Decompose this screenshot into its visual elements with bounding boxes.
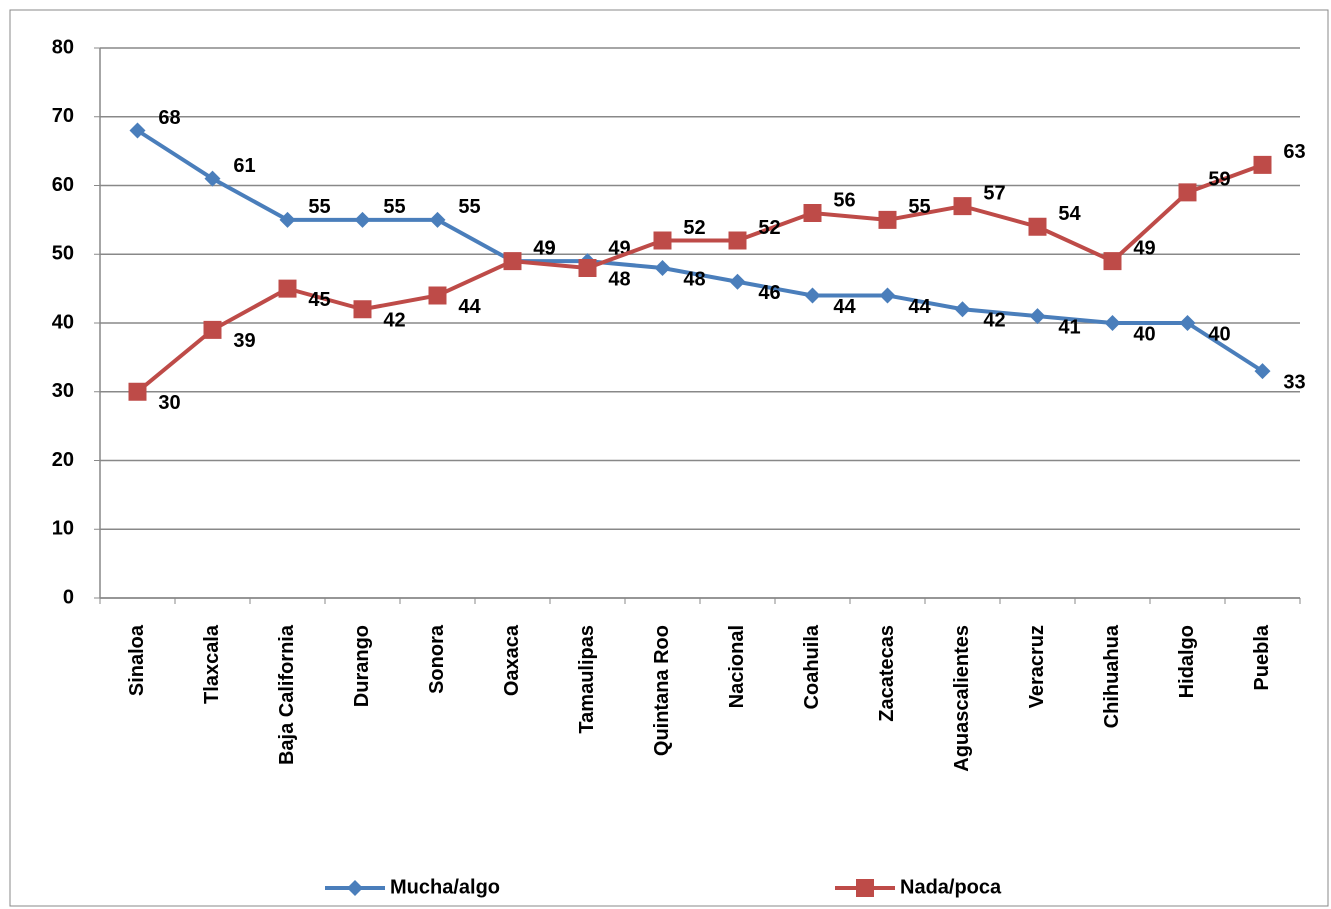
marker: [278, 279, 297, 298]
data-label: 49: [533, 237, 555, 259]
marker: [653, 231, 672, 250]
marker: [729, 273, 746, 290]
marker: [856, 879, 874, 897]
marker: [347, 880, 363, 896]
y-tick-label: 30: [52, 380, 74, 402]
data-label: 49: [1133, 237, 1155, 259]
marker: [503, 252, 522, 271]
x-tick-label: Sonora: [426, 624, 448, 694]
x-tick-label: Oaxaca: [501, 624, 523, 696]
marker: [353, 300, 372, 319]
x-tick-label: Zacatecas: [876, 625, 898, 722]
marker: [954, 301, 971, 318]
y-tick-label: 10: [52, 518, 74, 540]
data-label: 46: [758, 282, 780, 304]
legend-label: Mucha/algo: [390, 876, 500, 898]
data-label: 40: [1208, 323, 1230, 345]
marker: [428, 286, 447, 305]
data-label: 68: [158, 107, 180, 129]
marker: [1028, 217, 1047, 236]
series-line: [136, 128, 1264, 373]
data-label: 63: [1283, 141, 1305, 163]
marker: [1253, 155, 1272, 174]
data-label: 61: [233, 155, 255, 177]
x-tick-label: Aguascalientes: [951, 625, 973, 772]
marker: [728, 231, 747, 250]
y-tick-label: 70: [52, 105, 74, 127]
legend-label: Nada/poca: [900, 876, 1002, 898]
marker: [1029, 308, 1046, 325]
data-label: 42: [383, 310, 405, 332]
marker: [804, 287, 821, 304]
x-tick-label: Hidalgo: [1176, 625, 1198, 698]
data-label: 40: [1133, 323, 1155, 345]
y-tick-label: 20: [52, 449, 74, 471]
data-label: 49: [533, 237, 555, 259]
data-label: 48: [608, 268, 630, 290]
y-tick-label: 0: [63, 586, 74, 608]
marker: [878, 210, 897, 229]
marker: [578, 259, 597, 277]
data-label: 55: [458, 196, 480, 218]
y-tick-label: 50: [52, 243, 74, 265]
marker: [204, 170, 221, 187]
x-tick-label: Quintana Roo: [651, 625, 673, 756]
marker: [953, 197, 972, 216]
marker: [429, 211, 446, 228]
marker: [654, 260, 671, 276]
data-label: 59: [1208, 169, 1230, 191]
x-tick-label: Nacional: [726, 625, 748, 708]
marker: [279, 211, 296, 228]
x-tick-label: Veracruz: [1026, 625, 1048, 708]
x-tick-label: Tamaulipas: [576, 625, 598, 734]
x-tick-label: Baja California: [276, 624, 298, 765]
marker: [1179, 315, 1196, 331]
data-label: 44: [908, 296, 931, 318]
data-label: 55: [308, 196, 330, 218]
data-label: 39: [233, 330, 255, 352]
y-tick-label: 80: [52, 36, 74, 58]
y-tick-label: 40: [52, 311, 74, 333]
x-tick-label: Chihuahua: [1101, 624, 1123, 728]
marker: [1178, 183, 1197, 202]
data-label: 56: [833, 189, 855, 211]
marker: [203, 320, 222, 339]
marker: [1254, 363, 1271, 380]
marker: [128, 382, 147, 401]
chart-frame: [9, 9, 1329, 907]
marker: [1104, 315, 1121, 331]
x-tick-label: Tlaxcala: [201, 624, 223, 704]
data-label: 52: [758, 217, 780, 239]
data-label: 44: [833, 296, 856, 318]
data-label: 33: [1283, 371, 1305, 393]
y-tick-label: 60: [52, 174, 74, 196]
data-label: 55: [383, 196, 405, 218]
data-label: 54: [1058, 203, 1081, 225]
x-tick-label: Coahuila: [801, 624, 823, 709]
data-label: 57: [983, 182, 1005, 204]
data-label: 42: [983, 310, 1005, 332]
marker: [354, 211, 371, 228]
data-label: 48: [683, 268, 705, 290]
x-tick-label: Sinaloa: [126, 624, 148, 696]
marker: [803, 204, 822, 222]
data-label: 30: [158, 392, 180, 414]
marker: [879, 287, 896, 304]
series-line: [136, 162, 1264, 394]
data-label: 55: [908, 196, 930, 218]
x-tick-label: Puebla: [1251, 624, 1273, 690]
data-label: 41: [1058, 316, 1080, 338]
data-label: 44: [458, 296, 481, 318]
marker: [129, 122, 146, 139]
data-label: 52: [683, 217, 705, 239]
marker: [1103, 252, 1122, 271]
data-label: 45: [308, 289, 330, 311]
x-tick-label: Durango: [351, 625, 373, 707]
